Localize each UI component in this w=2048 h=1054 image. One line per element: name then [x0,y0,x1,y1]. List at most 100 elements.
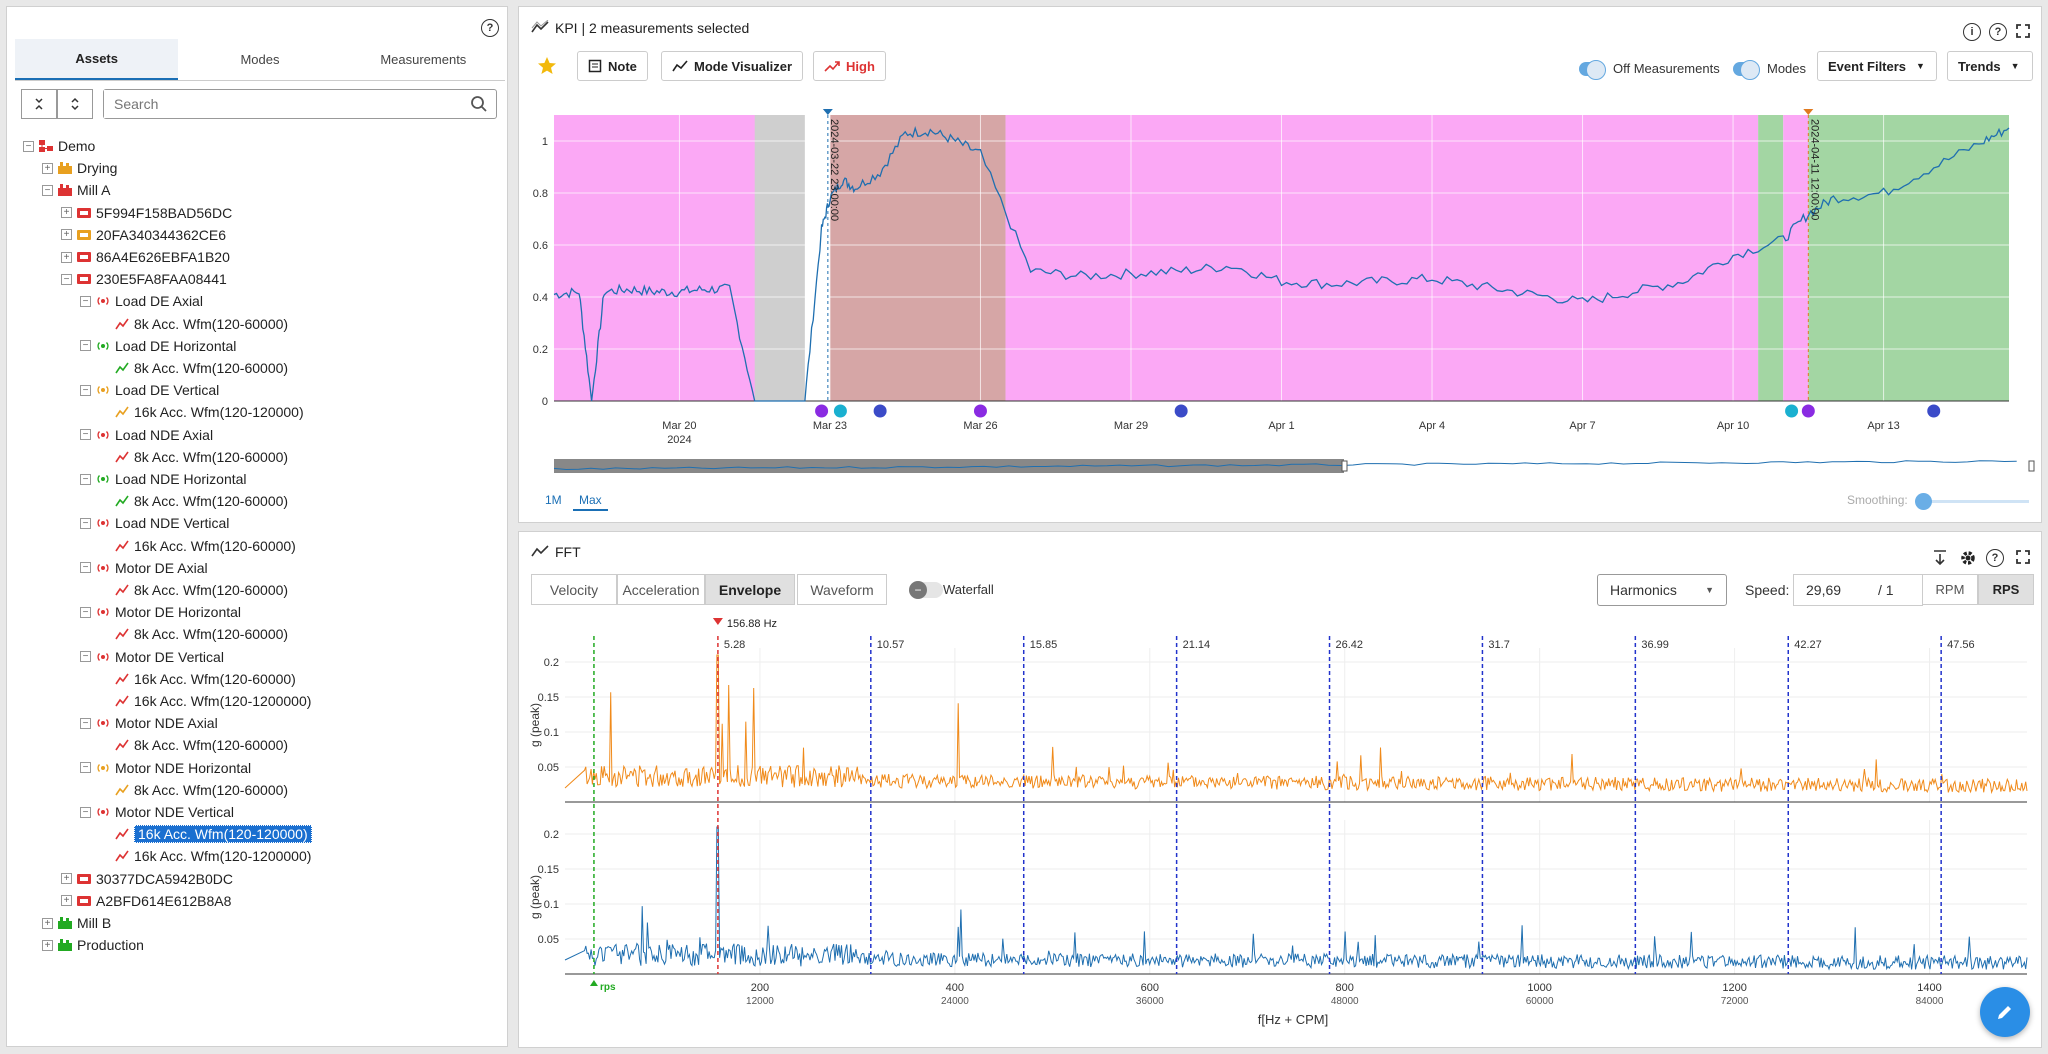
mode-visualizer-button[interactable]: Mode Visualizer [661,51,804,81]
high-button[interactable]: High [813,51,886,81]
tree-item[interactable]: − Motor DE Vertical [80,646,224,668]
collapse-icon[interactable]: − [23,140,34,152]
fullscreen-icon[interactable] [2016,550,2030,564]
tab-waveform[interactable]: Waveform [797,574,887,605]
tree-item[interactable]: − Demo [23,135,95,157]
tree-item[interactable]: + Drying [42,157,117,179]
tree-item[interactable]: 16k Acc. Wfm(120-60000) [99,668,296,690]
collapse-icon[interactable]: − [80,762,91,774]
tree-item[interactable]: − Load NDE Axial [80,424,213,446]
tree-item[interactable]: +30377DCA5942B0DC [61,868,233,890]
tree-item[interactable]: + Mill B [42,912,111,934]
tree-item[interactable]: 8k Acc. Wfm(120-60000) [99,779,288,801]
event-filters-dropdown[interactable]: Event Filters ▼ [1817,51,1937,81]
peak-marker-icon[interactable] [712,618,723,625]
event-marker-icon[interactable] [1801,404,1815,418]
collapse-icon[interactable]: − [80,651,91,663]
waterfall-toggle[interactable]: − [909,581,943,599]
tree-item[interactable]: 8k Acc. Wfm(120-60000) [99,446,288,468]
tree-item[interactable]: − Motor NDE Vertical [80,801,234,823]
tree-item[interactable]: − Motor DE Horizontal [80,601,241,623]
collapse-icon[interactable]: − [80,384,91,396]
help-icon[interactable]: ? [1986,549,2004,567]
tree-item[interactable]: +20FA340344362CE6 [61,224,226,246]
tree-item[interactable]: 16k Acc. Wfm(120-1200000) [99,690,311,712]
collapse-icon[interactable]: − [80,606,91,618]
tab-assets[interactable]: Assets [15,39,179,80]
tab-modes[interactable]: Modes [240,52,280,67]
collapse-all-button[interactable] [21,89,57,119]
tab-velocity[interactable]: Velocity [531,574,617,605]
modes-toggle[interactable] [1733,60,1760,80]
tree-item[interactable]: 8k Acc. Wfm(120-60000) [99,490,288,512]
tree-item[interactable]: 16k Acc. Wfm(120-60000) [99,535,296,557]
kpi-chart[interactable]: 0 0.2 0.4 0.6 0.8 1 Mar 20 Mar 23 Mar 26 Mar 29 Ap… [519,7,2043,487]
expand-icon[interactable]: + [42,939,53,951]
collapse-icon[interactable]: − [80,562,91,574]
off-measurements-toggle[interactable] [1579,60,1606,80]
harmonics-select[interactable]: Harmonics ▼ [1597,574,1727,606]
tree-item[interactable]: − 230E5FA8FAA08441 [61,268,227,290]
event-marker-icon[interactable] [1785,404,1799,418]
tree-item[interactable]: + A2BFD614E612B8A8 [61,890,231,912]
gear-icon[interactable] [1959,549,1977,567]
range-max-button[interactable]: Max [573,493,608,511]
tree-item[interactable]: + Production [42,934,144,956]
smoothing-slider[interactable] [1915,493,2029,510]
collapse-icon[interactable]: − [80,429,91,441]
expand-icon[interactable]: + [61,251,72,263]
expand-icon[interactable]: + [61,229,72,241]
tree-item[interactable]: 8k Acc. Wfm(120-60000) [99,357,288,379]
tree-item[interactable]: 8k Acc. Wfm(120-60000) [99,579,288,601]
smoothing-handle[interactable] [1915,493,1932,510]
tree-item[interactable]: − Motor DE Axial [80,557,208,579]
event-marker-icon[interactable] [873,404,887,418]
fullscreen-icon[interactable] [2016,24,2030,38]
collapse-icon[interactable]: − [80,295,91,307]
collapse-icon[interactable]: − [42,184,53,196]
tree-item[interactable]: 16k Acc. Wfm(120-1200000) [99,845,311,867]
tab-measurements[interactable]: Measurements [380,52,467,67]
tree-item[interactable]: 16k Acc. Wfm(120-120000) [99,401,304,423]
collapse-icon[interactable]: − [80,473,91,485]
expand-all-button[interactable] [57,89,93,119]
collapse-icon[interactable]: − [80,517,91,529]
tree-item[interactable]: − Load NDE Vertical [80,512,229,534]
tree-item[interactable]: 8k Acc. Wfm(120-60000) [99,734,288,756]
tree-item[interactable]: +5F994F158BAD56DC [61,202,232,224]
tree-item[interactable]: − Load DE Horizontal [80,335,236,357]
event-marker-icon[interactable] [833,404,847,418]
fft-chart[interactable]: 0.05 0.1 0.15 0.2 g (peak) 0.05 0.1 0.15 0.2 g (p… [519,532,2043,1049]
collapse-icon[interactable]: − [80,806,91,818]
rpm-button[interactable]: RPM [1922,574,1978,605]
tree-item[interactable]: − Load DE Vertical [80,379,219,401]
navigator-handle-left[interactable] [1341,460,1348,472]
tree-item[interactable]: − Mill A [42,179,110,201]
star-icon[interactable] [537,56,557,76]
edit-fab-button[interactable] [1980,987,2030,1037]
expand-icon[interactable]: + [61,207,72,219]
tree-item[interactable]: − Load DE Axial [80,290,203,312]
tree-item[interactable]: 8k Acc. Wfm(120-60000) [99,313,288,335]
speed-input[interactable]: 29,69 [1806,582,1842,598]
cursor-2-handle[interactable] [1803,109,1814,115]
collapse-icon[interactable]: − [61,273,72,285]
rps-button[interactable]: RPS [1978,574,2034,605]
event-marker-icon[interactable] [973,404,987,418]
help-icon[interactable]: ? [1989,23,2007,41]
expand-icon[interactable]: + [42,917,53,929]
range-1m-button[interactable]: 1M [545,493,562,507]
expand-icon[interactable]: + [42,162,53,174]
tree-item[interactable]: 8k Acc. Wfm(120-60000) [99,623,288,645]
tree-item[interactable]: +86A4E626EBFA1B20 [61,246,230,268]
search-input[interactable] [104,90,470,118]
info-icon[interactable]: i [1963,23,1981,41]
export-icon[interactable] [1932,550,1948,566]
expand-icon[interactable]: + [61,873,72,885]
tree-item[interactable]: 16k Acc. Wfm(120-120000) [99,823,312,845]
collapse-icon[interactable]: − [80,717,91,729]
search-icon[interactable] [470,95,488,113]
event-marker-icon[interactable] [815,404,829,418]
note-button[interactable]: Note [577,51,648,81]
collapse-icon[interactable]: − [80,340,91,352]
